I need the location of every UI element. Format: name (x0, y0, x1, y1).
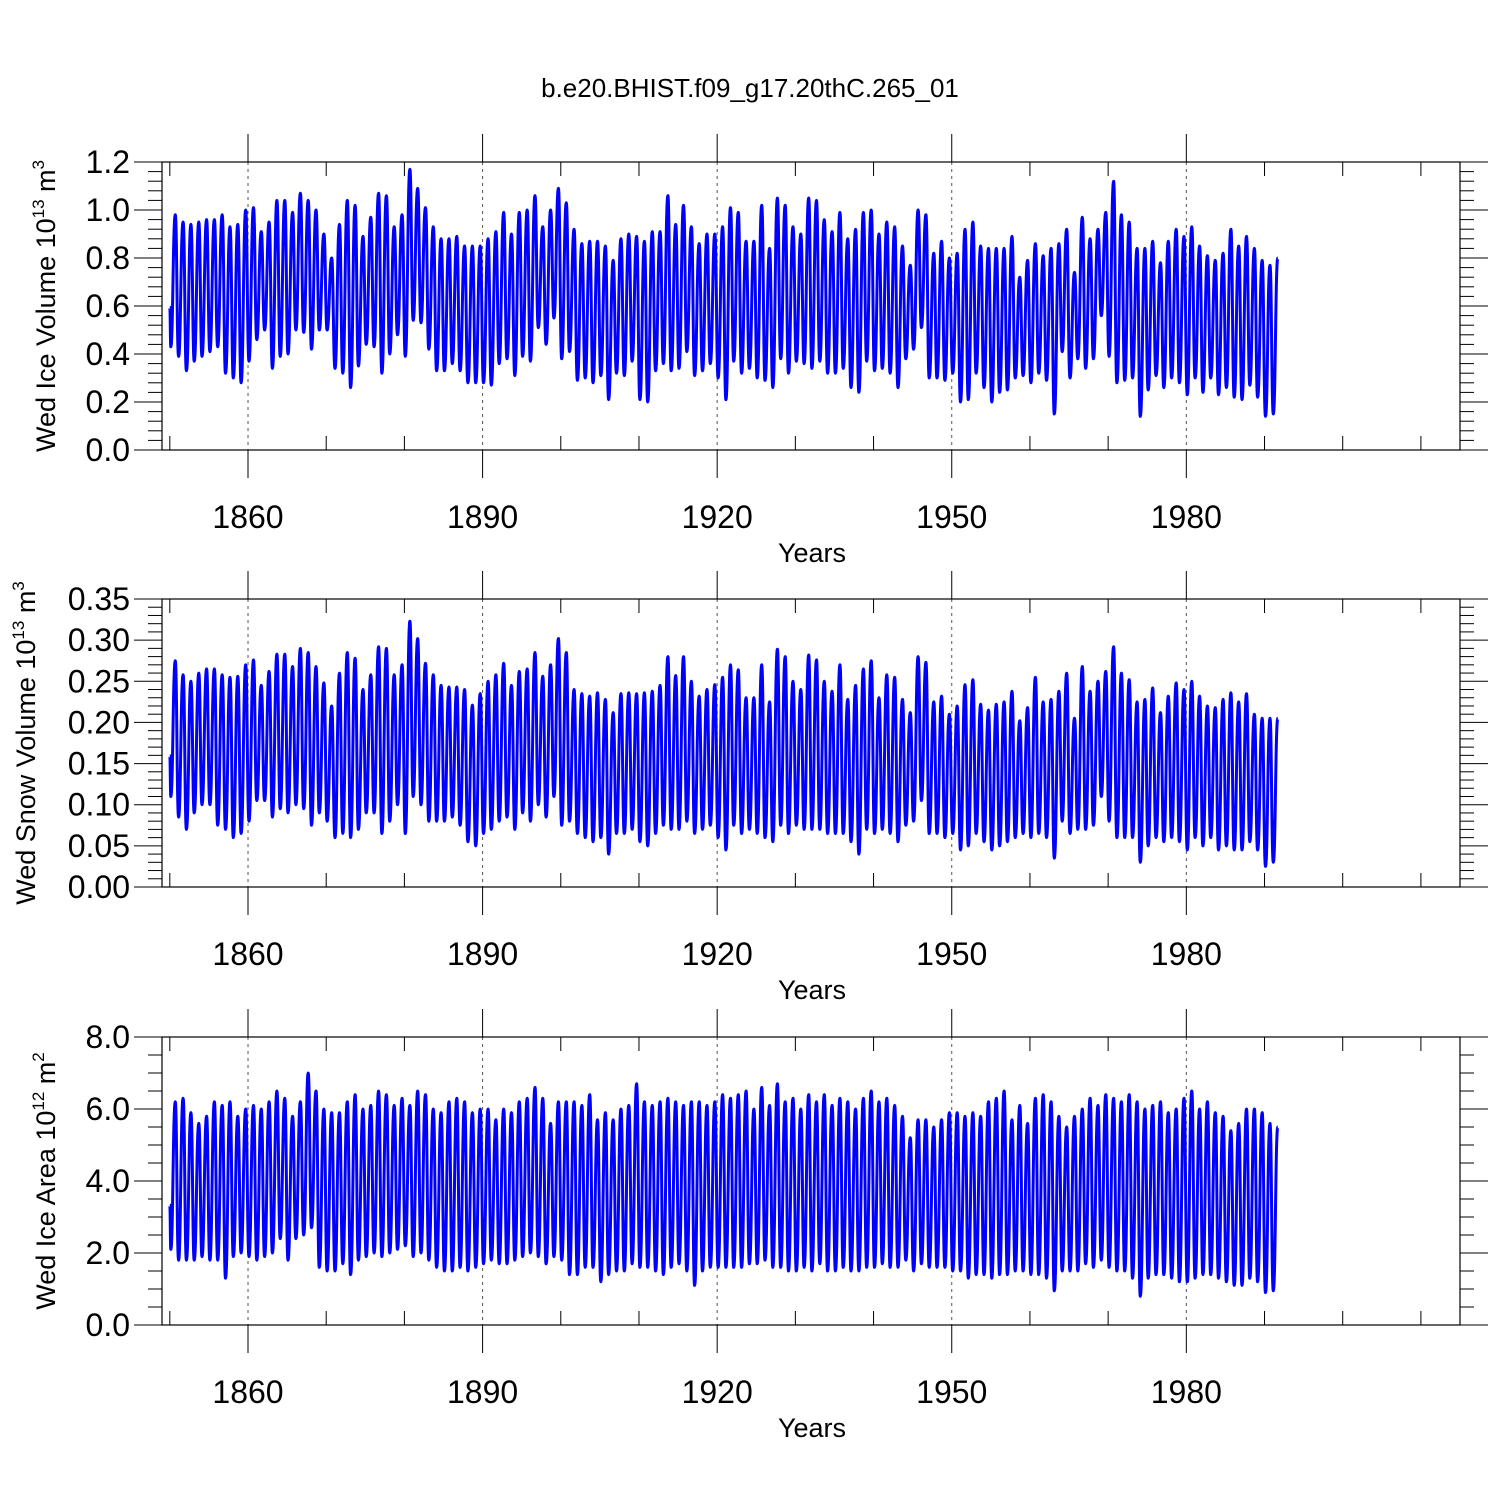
y-tick-label: 0.15 (68, 746, 130, 782)
x-tick-label: 1890 (447, 499, 518, 535)
y-tick-label: 0.2 (86, 384, 130, 420)
y-tick-label: 4.0 (86, 1163, 130, 1199)
y-tick-label: 0.0 (86, 1307, 130, 1343)
y-tick-label: 2.0 (86, 1235, 130, 1271)
x-axis-title: Years (778, 975, 846, 1005)
series-line (168, 1071, 1280, 1298)
y-tick-label: 0.00 (68, 869, 130, 905)
x-tick-label: 1860 (212, 1374, 283, 1410)
y-tick-label: 0.20 (68, 704, 130, 740)
y-tick-label: 0.05 (68, 828, 130, 864)
y-tick-label: 0.25 (68, 663, 130, 699)
x-tick-label: 1920 (682, 499, 753, 535)
panel-1: 1860 1890 1920 1950 1980 0.0 0.2 0.4 0.6 0.8 1.0 1.… (29, 134, 1488, 568)
y-tick-label: 0.4 (86, 336, 130, 372)
x-tick-label: 1890 (447, 1374, 518, 1410)
y-tick-label: 0.10 (68, 787, 130, 823)
x-tick-label: 1980 (1151, 1374, 1222, 1410)
y-axis-title: Wed Snow Volume 1013 m3 (9, 581, 41, 905)
y-tick-label: 0.0 (86, 432, 130, 468)
figure-title: b.e20.BHIST.f09_g17.20thC.265_01 (541, 73, 959, 103)
x-tick-label: 1950 (916, 936, 987, 972)
x-tick-label: 1860 (212, 499, 283, 535)
x-tick-label: 1890 (447, 936, 518, 972)
y-tick-label: 0.6 (86, 288, 130, 324)
x-tick-label: 1980 (1151, 499, 1222, 535)
x-axis-title: Years (778, 1413, 846, 1443)
x-tick-label: 1950 (916, 499, 987, 535)
x-axis-title: Years (778, 538, 846, 568)
y-tick-label: 1.2 (86, 144, 130, 180)
x-tick-label: 1920 (682, 936, 753, 972)
y-tick-label: 0.8 (86, 240, 130, 276)
x-tick-label: 1980 (1151, 936, 1222, 972)
y-tick-label: 0.35 (68, 581, 130, 617)
series-line (168, 167, 1280, 418)
panel-3: 1860 1890 1920 1950 1980 0.0 2.0 4.0 6.0 8.0 Years… (29, 1009, 1488, 1443)
panels: 1860 1890 1920 1950 1980 0.0 0.2 0.4 0.6 0.8 1.0 1.… (9, 134, 1488, 1443)
y-tick-label: 8.0 (86, 1019, 130, 1055)
panel-2: 1860 1890 1920 1950 1980 0.00 0.05 0.10 0.15 0.20… (9, 571, 1488, 1005)
x-tick-label: 1920 (682, 1374, 753, 1410)
series-line (168, 619, 1280, 868)
y-axis-title: Wed Ice Area 1012 m2 (29, 1052, 61, 1310)
y-axis-title: Wed Ice Volume 1013 m3 (29, 160, 61, 452)
plot-frame (161, 598, 1461, 888)
y-tick-label: 0.30 (68, 622, 130, 658)
y-tick-label: 1.0 (86, 192, 130, 228)
x-tick-label: 1950 (916, 1374, 987, 1410)
y-tick-label: 6.0 (86, 1091, 130, 1127)
x-tick-label: 1860 (212, 936, 283, 972)
